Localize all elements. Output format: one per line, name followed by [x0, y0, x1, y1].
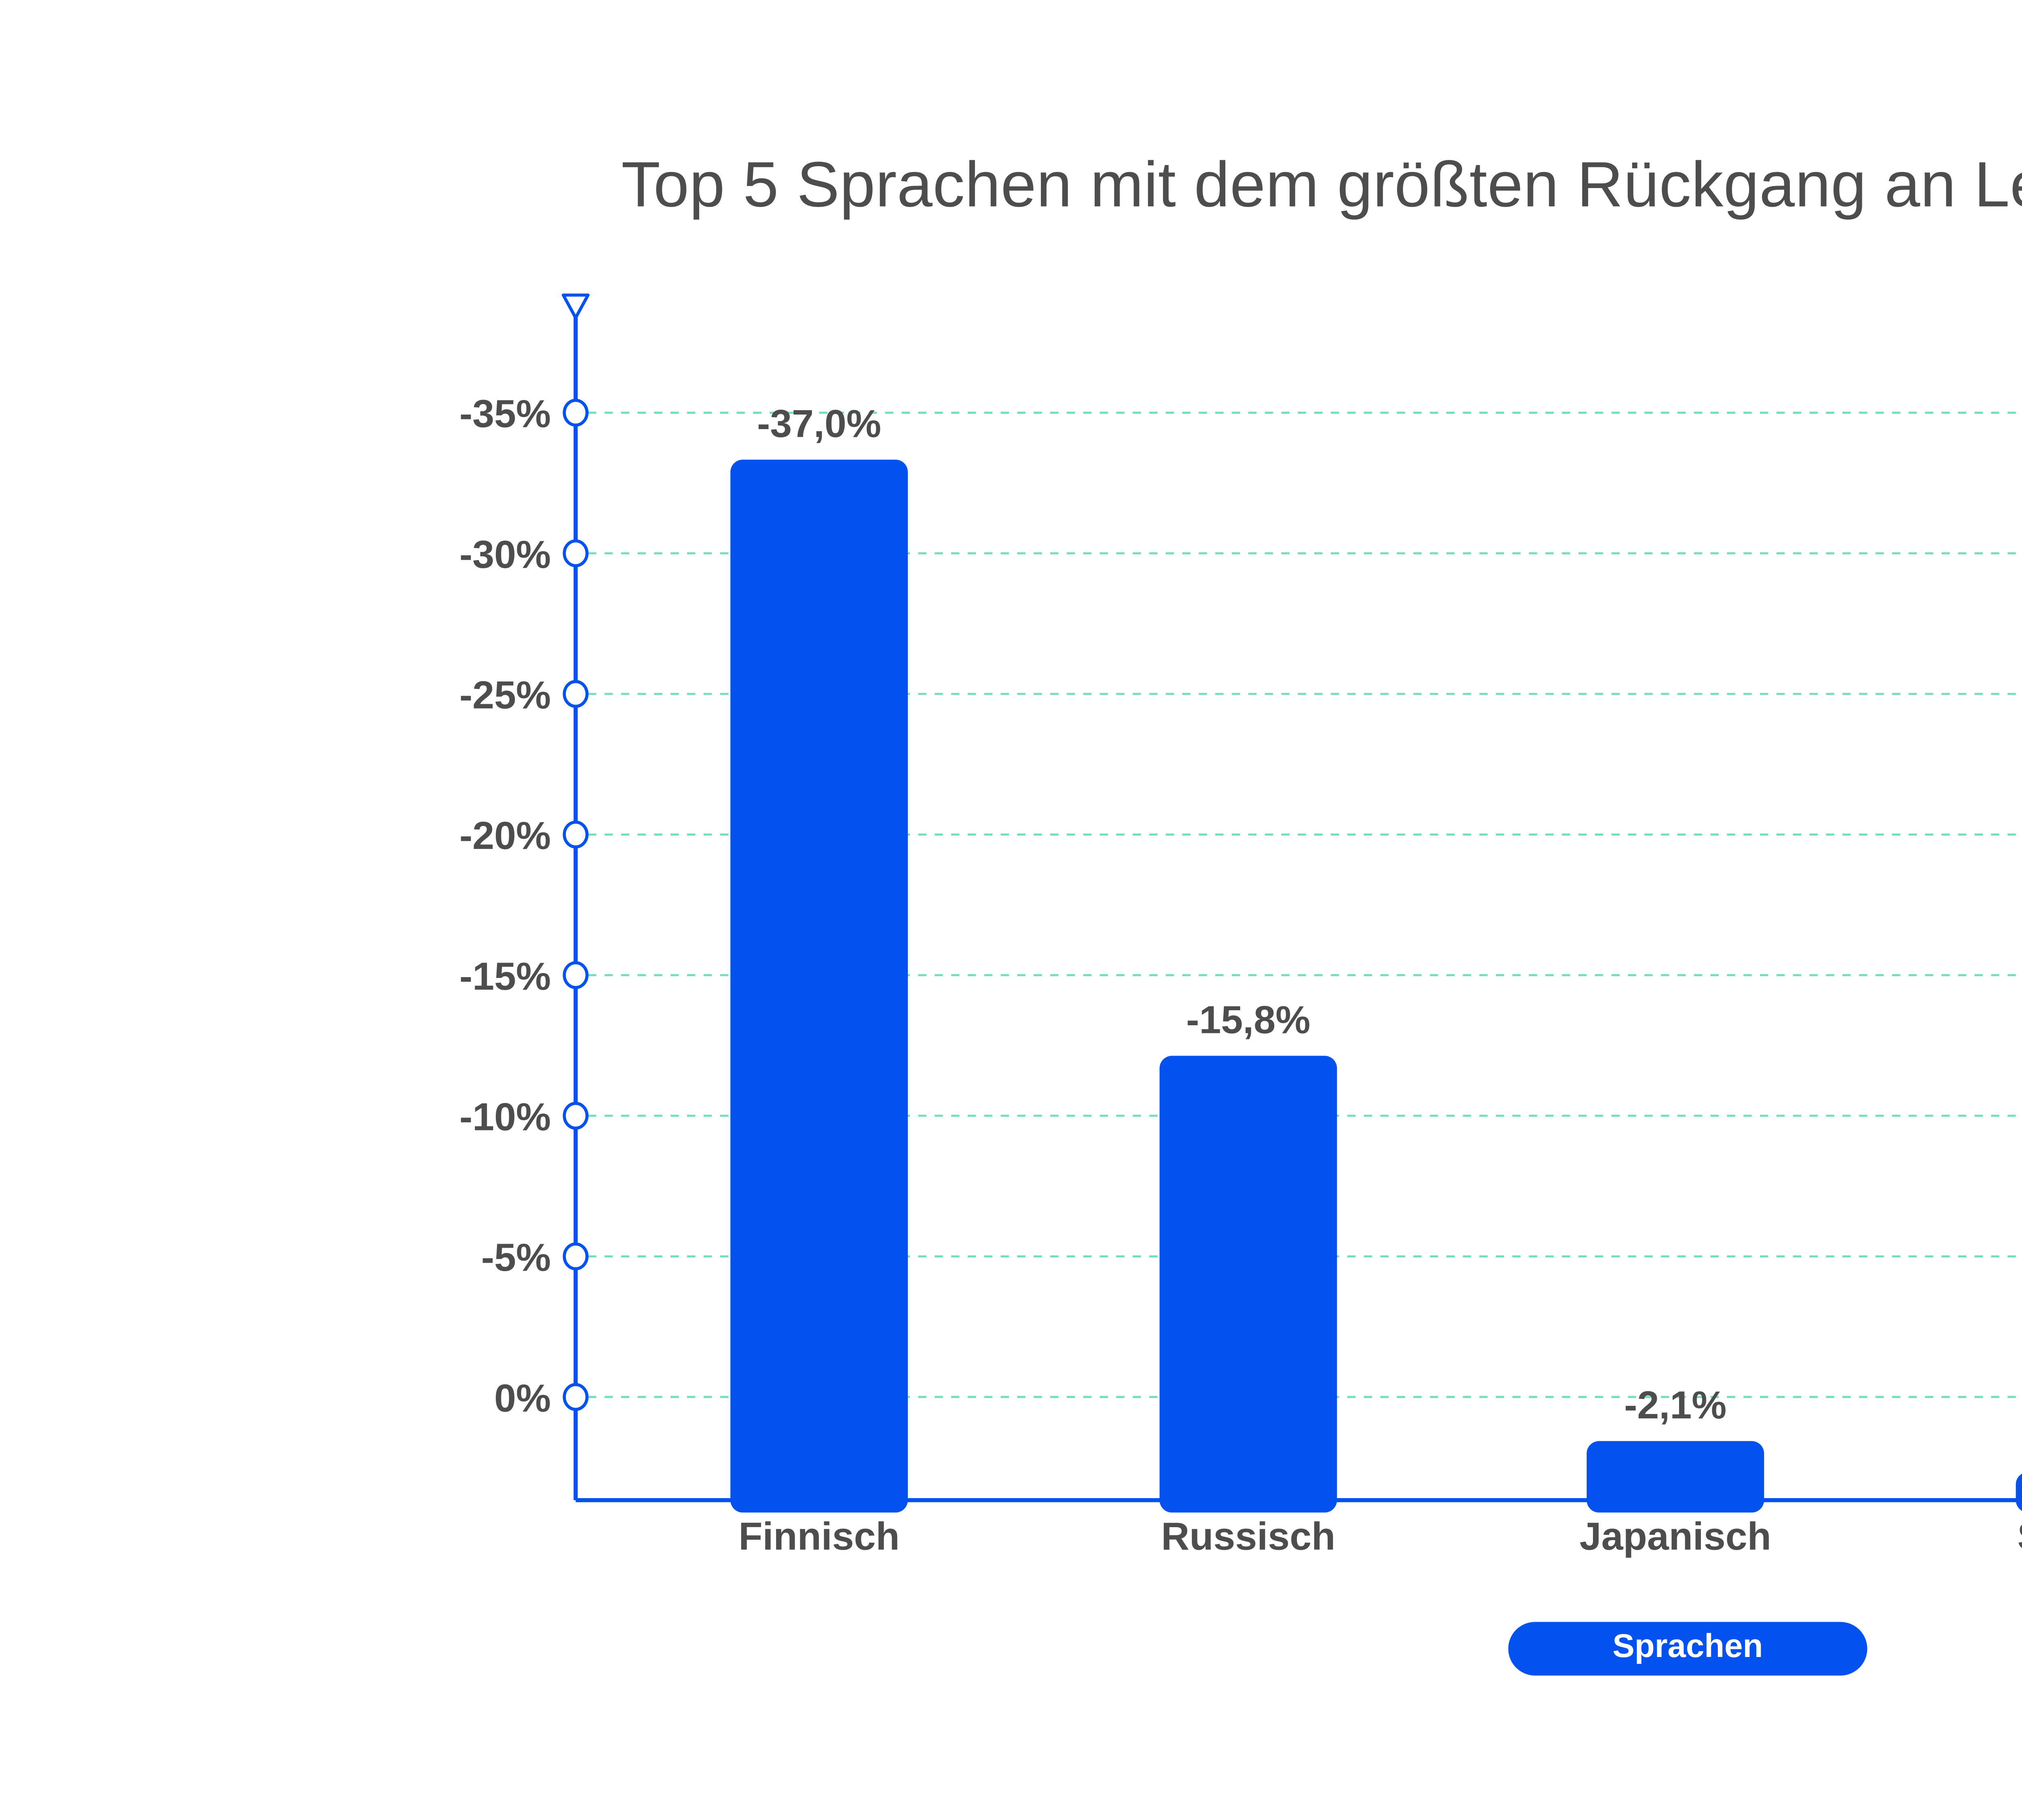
y-tick-marker: [563, 1383, 589, 1411]
y-tick-marker: [563, 539, 589, 567]
value-label: -37,0%: [757, 401, 881, 445]
bar-finnisch: [730, 459, 908, 1513]
bar-russisch: [1159, 1056, 1337, 1513]
gridlines: [588, 411, 2022, 1398]
y-tick-marker: [563, 961, 589, 989]
chart-title: Top 5 Sprachen mit dem größten Rückgang …: [621, 148, 2022, 221]
y-tick-label: -25%: [459, 673, 551, 717]
x-tick-label: Russisch: [1161, 1514, 1335, 1558]
x-tick-label: Japanisch: [1580, 1514, 1771, 1558]
x-axis-title: Sprachen: [1508, 1622, 1868, 1676]
y-tick-marker: [563, 1102, 589, 1130]
y-tick-label: -30%: [459, 532, 551, 576]
y-tick-label: -20%: [459, 813, 551, 857]
y-tick-marker: [563, 1242, 589, 1270]
axes: [562, 293, 2022, 1503]
y-tick-label: -10%: [459, 1094, 551, 1139]
bars: [730, 459, 2022, 1513]
y-tick-marker: [563, 820, 589, 849]
y-tick-label: 0%: [494, 1376, 551, 1420]
y-axis-arrow-icon: [562, 293, 590, 320]
y-axis-ticks: -35% -30% -25% -20% -15% -10% -5% 0%: [459, 392, 551, 1420]
y-tick-marker: [563, 680, 589, 708]
bar-spanisch: [2016, 1473, 2022, 1511]
x-axis-labels: FinnischRussischJapanischSpanischNorwegi…: [738, 1514, 2022, 1558]
y-tick-label: -35%: [459, 392, 551, 436]
value-label: -2,1%: [1624, 1383, 1726, 1427]
y-tick-label: -5%: [481, 1235, 551, 1279]
y-tick-label: -15%: [459, 954, 551, 998]
x-tick-label: Spanisch: [2018, 1514, 2022, 1558]
value-label: -15,8%: [1186, 997, 1310, 1041]
y-tick-marker: [563, 398, 589, 427]
value-labels: -37,0%-15,8%-2,1%-1,0%-15,2%: [757, 401, 1726, 1427]
x-tick-label: Finnisch: [738, 1514, 899, 1558]
bar-japanisch: [1586, 1441, 1764, 1513]
